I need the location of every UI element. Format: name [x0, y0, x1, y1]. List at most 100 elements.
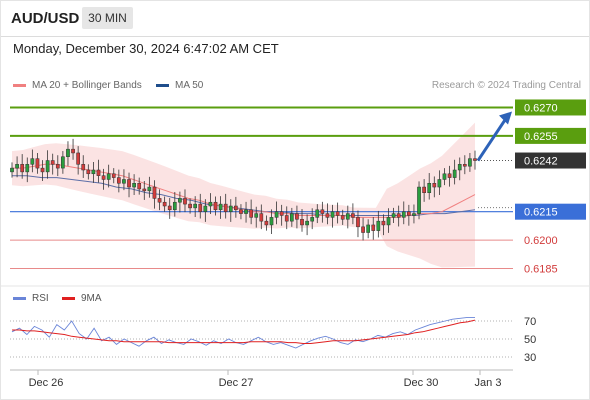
- forecast-arrow-head: [499, 111, 512, 125]
- legend-9ma: 9MA: [62, 293, 102, 304]
- candle-body: [30, 158, 35, 165]
- level-tag-0.6270: [515, 99, 586, 116]
- candle-body: [91, 169, 96, 175]
- candle-body: [76, 152, 80, 165]
- level-tag-0.6255: [515, 127, 586, 144]
- candle-body: [427, 183, 432, 193]
- candle-body: [289, 213, 294, 222]
- timeframe-button[interactable]: 30 MIN: [82, 7, 133, 29]
- legend-ma20: MA 20 + Bollinger Bands: [13, 80, 142, 91]
- candle-body: [45, 160, 50, 173]
- level-label-0.6200: 0.6200: [524, 235, 558, 247]
- rsi-label: RSI: [32, 293, 49, 304]
- candle-body: [96, 169, 101, 176]
- candle-body: [452, 169, 457, 178]
- ma50-swatch: [156, 83, 169, 87]
- candle-body: [106, 173, 111, 180]
- candle-body: [279, 211, 284, 216]
- candle-body: [244, 209, 248, 214]
- candle-body: [167, 205, 172, 211]
- rsi-tick-70: 70: [524, 316, 536, 328]
- candle-body: [269, 217, 274, 226]
- candle-body: [203, 205, 208, 212]
- candle-body: [101, 175, 106, 180]
- candle-body: [310, 217, 315, 222]
- ma9-swatch: [62, 296, 75, 300]
- candle-body: [274, 211, 279, 218]
- candle-body: [391, 213, 396, 218]
- candle-body: [71, 148, 75, 154]
- candle-body: [259, 213, 264, 222]
- candle-body: [437, 179, 442, 188]
- candle-body: [111, 173, 116, 178]
- candle-body: [335, 211, 340, 216]
- candle-body: [330, 211, 335, 218]
- legend-ma50: MA 50: [156, 80, 203, 91]
- candle-body: [345, 213, 350, 220]
- rsi-swatch: [13, 296, 26, 300]
- rsi-tick-50: 50: [524, 334, 536, 346]
- candle-body: [396, 213, 401, 218]
- candle-body: [208, 201, 213, 207]
- candle-body: [116, 177, 121, 184]
- candle-body: [412, 213, 416, 216]
- candle-body: [264, 220, 269, 226]
- level-tag-0.6242: [515, 152, 586, 169]
- symbol-label: AUD/USD: [11, 10, 80, 27]
- candle-body: [351, 213, 355, 218]
- candle-body: [442, 173, 447, 180]
- candle-body: [25, 164, 30, 173]
- ma20-label: MA 20 + Bollinger Bands: [32, 80, 142, 91]
- candle-body: [254, 213, 259, 218]
- candle-body: [183, 198, 187, 205]
- candle-body: [295, 213, 299, 220]
- legend-rsi: RSI: [13, 293, 49, 304]
- rsi-tick-30: 30: [524, 352, 536, 364]
- candle-body: [122, 179, 126, 184]
- candle-body: [468, 158, 472, 167]
- credit-label: Research © 2024 Trading Central: [431, 80, 581, 91]
- candle-body: [340, 215, 345, 220]
- level-label-0.6215: 0.6215: [524, 207, 558, 219]
- candle-body: [361, 226, 365, 233]
- candle-body: [66, 148, 70, 157]
- x-tick-label: Dec 30: [404, 377, 439, 389]
- candle-body: [234, 205, 238, 211]
- candle-body: [284, 215, 289, 222]
- level-label-0.6185: 0.6185: [524, 264, 558, 276]
- candle-body: [137, 183, 142, 190]
- candle-body: [407, 211, 411, 216]
- candle-body: [401, 211, 406, 218]
- ma9-label: 9MA: [81, 293, 102, 304]
- candle-body: [315, 209, 320, 218]
- candle-body: [447, 173, 452, 178]
- candle-body: [61, 156, 65, 169]
- candle-body: [188, 203, 192, 209]
- level-label-0.6242: 0.6242: [524, 156, 558, 168]
- bollinger-band: [12, 122, 475, 268]
- candle-body: [157, 198, 162, 203]
- candle-body: [55, 164, 60, 169]
- datetime-label: Monday, December 30, 2024 6:47:02 AM CET: [13, 41, 279, 56]
- candle-body: [142, 188, 147, 192]
- candle-body: [213, 201, 218, 211]
- candle-body: [473, 158, 477, 161]
- candle-body: [320, 209, 325, 214]
- header-divider: [0, 36, 590, 37]
- candle-body: [193, 203, 198, 209]
- candle-body: [462, 164, 467, 167]
- level-label-0.6255: 0.6255: [524, 131, 558, 143]
- candle-body: [417, 186, 421, 214]
- x-tick-label: Dec 27: [219, 377, 254, 389]
- candle-body: [422, 186, 426, 193]
- candle-body: [162, 201, 167, 207]
- rsi-line: [11, 316, 475, 349]
- forecast-arrow: [476, 117, 508, 162]
- candle-body: [386, 217, 391, 226]
- candle-body: [223, 203, 228, 212]
- candle-body: [178, 198, 182, 203]
- candle-body: [86, 169, 91, 175]
- candle-body: [356, 217, 360, 228]
- candle-body: [366, 224, 371, 233]
